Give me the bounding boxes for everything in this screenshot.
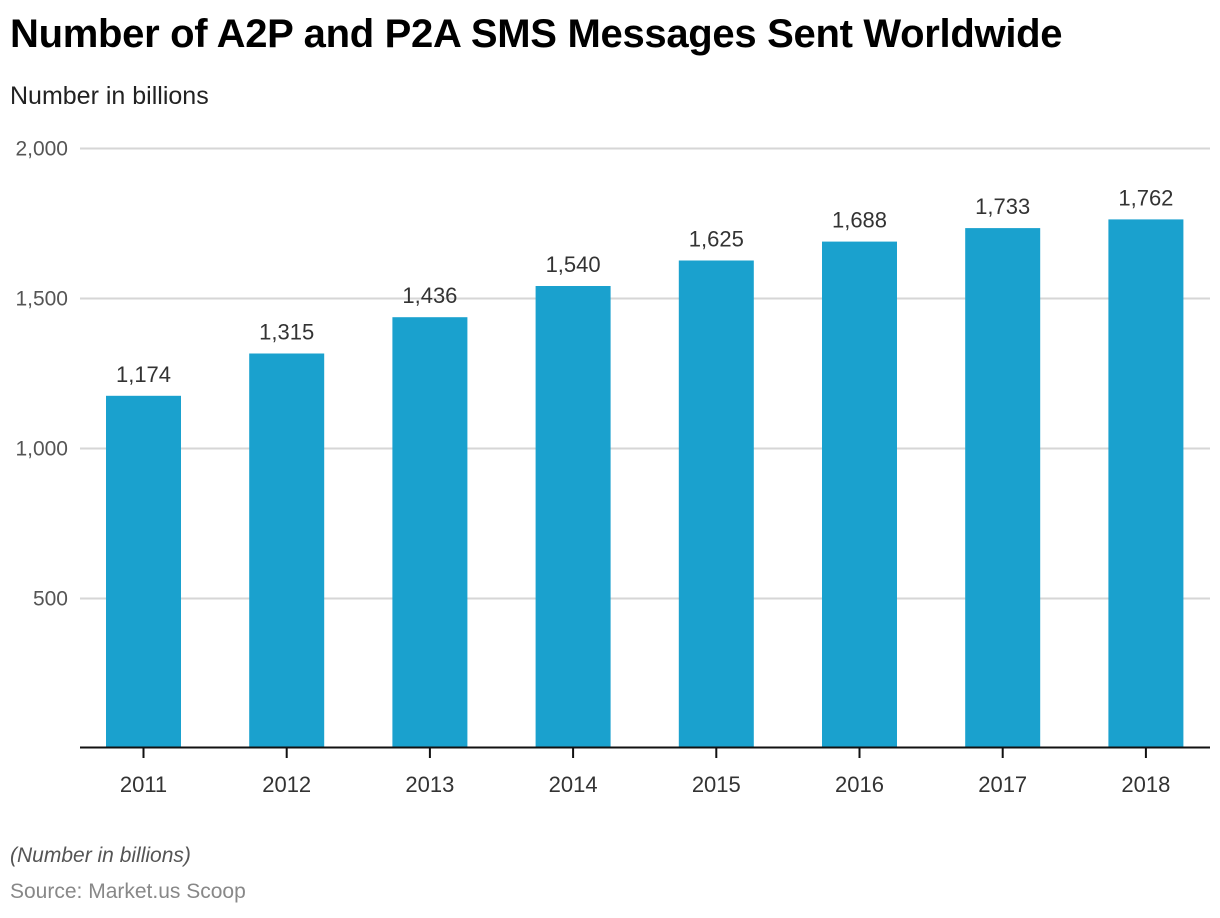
y-tick-label: 1,500 [15, 288, 68, 311]
data-label: 1,540 [546, 252, 601, 277]
bar-2015 [678, 260, 754, 748]
chart-title: Number of A2P and P2A SMS Messages Sent … [10, 12, 1063, 56]
x-tick-label: 2016 [835, 772, 884, 797]
x-tick-label: 2014 [549, 772, 598, 797]
bar-2014 [535, 286, 611, 748]
bar-2013 [392, 317, 468, 748]
data-label: 1,762 [1118, 185, 1173, 210]
y-tick-label: 1,000 [15, 438, 68, 461]
bar-2016 [822, 241, 897, 748]
bar-2017 [965, 228, 1041, 749]
data-label: 1,688 [832, 208, 887, 233]
data-label: 1,436 [402, 283, 457, 308]
chart-source: Source: Market.us Scoop [10, 880, 246, 903]
data-label: 1,174 [116, 362, 171, 387]
x-axis-ticks: 2011 2012 2013 2014 2015 2016 2017 2018 [120, 748, 1170, 797]
x-tick-label: 2017 [978, 772, 1027, 797]
data-label: 1,625 [689, 227, 744, 252]
bar-2011 [106, 395, 181, 748]
data-label: 1,315 [259, 320, 314, 345]
x-tick-label: 2013 [405, 772, 454, 797]
y-tick-label: 2,000 [15, 138, 68, 161]
data-label: 1,733 [975, 194, 1030, 219]
bars [106, 219, 1184, 749]
x-tick-label: 2012 [262, 772, 311, 797]
chart-note: (Number in billions) [10, 844, 191, 867]
chart-subtitle: Number in billions [10, 82, 209, 110]
x-tick-label: 2015 [692, 772, 741, 797]
x-tick-label: 2018 [1121, 772, 1170, 797]
bar-2012 [249, 353, 325, 748]
y-axis-ticks: 500 1,000 1,500 2,000 [15, 138, 68, 611]
x-tick-label: 2011 [120, 772, 167, 797]
y-tick-label: 500 [33, 588, 68, 611]
data-labels: 1,174 1,315 1,436 1,540 1,625 1,688 1,733 1,762 [116, 185, 1173, 386]
bar-2018 [1108, 219, 1184, 748]
